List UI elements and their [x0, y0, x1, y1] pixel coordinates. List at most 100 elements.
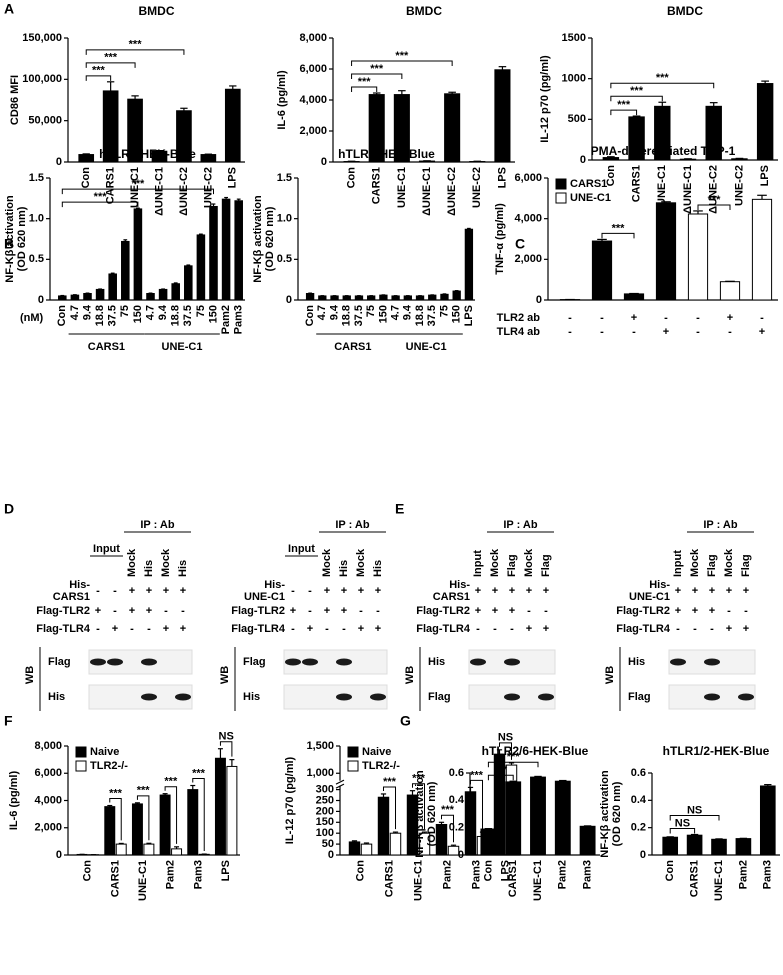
error-bar — [123, 239, 128, 242]
row-sign: + — [180, 585, 186, 597]
legend-label: Naive — [362, 746, 391, 758]
bar — [354, 295, 364, 301]
legend-swatch — [347, 760, 359, 772]
y-tick-label: 50,000 — [28, 115, 62, 127]
x-tick-label: UNE-C2 — [202, 167, 214, 208]
panel-label: A — [4, 1, 14, 17]
legend-label: TLR2-/- — [362, 760, 400, 772]
x-tick-label: 37.5 — [107, 305, 119, 326]
bar — [121, 240, 130, 301]
significance-label: *** — [164, 776, 178, 788]
error-bar — [211, 203, 216, 207]
x-tick-label: Con — [304, 305, 316, 327]
significance-label: *** — [412, 773, 426, 785]
row-sign: - — [727, 605, 731, 617]
x-tick-label: Pam2 — [737, 860, 749, 889]
row-sign: + — [675, 605, 681, 617]
treatment-sign: - — [600, 326, 604, 338]
row-sign: + — [509, 605, 515, 617]
wb-label: WB — [604, 666, 616, 684]
row-sign: + — [375, 585, 381, 597]
chart-title: hTLR1/2-HEK-Blue — [663, 744, 770, 758]
bar — [209, 205, 218, 301]
bar — [143, 843, 155, 856]
significance-label: *** — [94, 191, 108, 203]
x-tick-label: UNE-C1 — [713, 860, 725, 901]
error-bar — [173, 282, 178, 284]
row-sign: - — [359, 605, 363, 617]
error-bar — [363, 842, 370, 845]
row-sign: - — [710, 623, 714, 635]
row-sign: - — [181, 605, 185, 617]
row-sign: + — [692, 585, 698, 597]
y-tick-label: 4,000 — [34, 794, 62, 806]
row-sign: + — [475, 585, 481, 597]
y-axis-label: NF-Kβ activation — [414, 770, 426, 858]
error-bar — [761, 80, 769, 84]
x-tick-label: Con — [354, 860, 366, 882]
bar — [171, 283, 180, 301]
row-sign: + — [341, 585, 347, 597]
legend-swatch — [347, 746, 359, 758]
blot-band — [370, 693, 386, 701]
lane-header: Mock — [160, 548, 172, 577]
significance-bracket — [669, 828, 696, 834]
error-bar — [757, 194, 767, 200]
row-sign: - — [113, 605, 117, 617]
significance-bracket — [351, 73, 403, 80]
bar — [214, 757, 226, 856]
x-tick-label: ΔUNE-C1 — [682, 165, 694, 214]
row-sign: + — [180, 623, 186, 635]
x-tick-label: 37.5 — [182, 305, 194, 326]
y-tick-label: 0.4 — [449, 794, 465, 806]
row-label: CARS1 — [433, 591, 470, 603]
bar — [377, 796, 390, 856]
lane-header: His — [338, 560, 350, 577]
significance-bracket — [487, 774, 514, 781]
row-sign: + — [492, 605, 498, 617]
y-tick-label: 0 — [56, 849, 62, 861]
lane-header: Input — [472, 550, 484, 577]
significance-label: *** — [441, 804, 455, 816]
bar — [131, 803, 143, 856]
significance-bracket — [601, 232, 635, 239]
row-sign: + — [743, 585, 749, 597]
x-tick-label: ΔUNE-C1 — [153, 167, 165, 216]
bar — [686, 834, 703, 856]
lane-header: His — [143, 560, 155, 577]
legend-swatch — [75, 760, 87, 772]
bar — [158, 288, 168, 301]
row-sign: - — [676, 623, 680, 635]
significance-label: *** — [129, 39, 143, 51]
error-bar — [398, 90, 406, 95]
treatment-sign: - — [600, 312, 604, 324]
bar — [171, 848, 183, 856]
wb-row-label: Flag — [48, 656, 71, 668]
y-axis-label: (OD 620 nm) — [16, 206, 28, 271]
y-axis-label: NF-Kβ activation — [4, 195, 16, 283]
bar — [719, 281, 741, 301]
header-label: Input — [93, 543, 120, 555]
bar — [330, 295, 339, 301]
blot-strip — [88, 684, 193, 710]
bar — [415, 295, 425, 301]
significance-label: *** — [358, 76, 372, 88]
row-sign: - — [544, 605, 548, 617]
row-label: UNE-C1 — [244, 591, 285, 603]
significance-label: *** — [192, 767, 206, 779]
error-bar — [438, 821, 445, 825]
significance-label: *** — [507, 751, 521, 763]
row-sign: + — [112, 623, 118, 635]
row-sign: - — [308, 585, 312, 597]
error-bar — [690, 833, 699, 836]
row-sign: - — [744, 605, 748, 617]
x-tick-label: 4.7 — [390, 305, 402, 320]
y-tick-label: 50 — [322, 838, 334, 850]
blot-band — [90, 658, 106, 666]
x-tick-label: UNE-C1 — [412, 860, 424, 901]
y-tick-label: 8,000 — [299, 32, 327, 44]
lane-header: Mock — [355, 548, 367, 577]
x-tick-label: 150 — [377, 305, 389, 323]
row-sign: - — [291, 623, 295, 635]
significance-bracket — [85, 75, 112, 81]
